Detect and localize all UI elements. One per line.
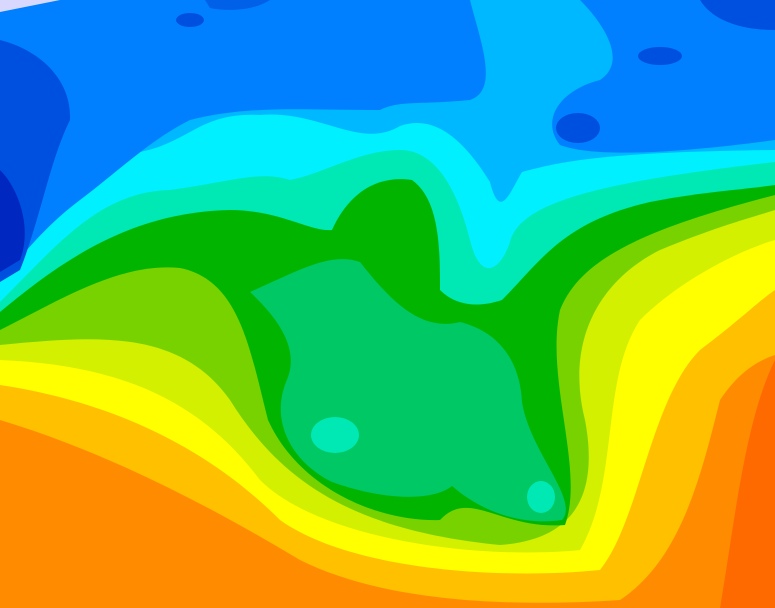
band-medium-green [250,259,566,522]
spot-dark-blue [556,113,600,143]
corner-light [0,0,60,12]
spot-dark-blue [638,47,682,65]
spot-aqua [527,481,555,513]
spot-aqua [311,417,359,453]
spot-dark-blue [176,13,204,27]
band-dark-blue [205,0,270,10]
band-orange-red [720,360,775,608]
band-darkest-blue [0,170,25,272]
band-blue [552,0,775,153]
band-dark-blue [700,0,775,30]
band-blue [0,0,486,280]
